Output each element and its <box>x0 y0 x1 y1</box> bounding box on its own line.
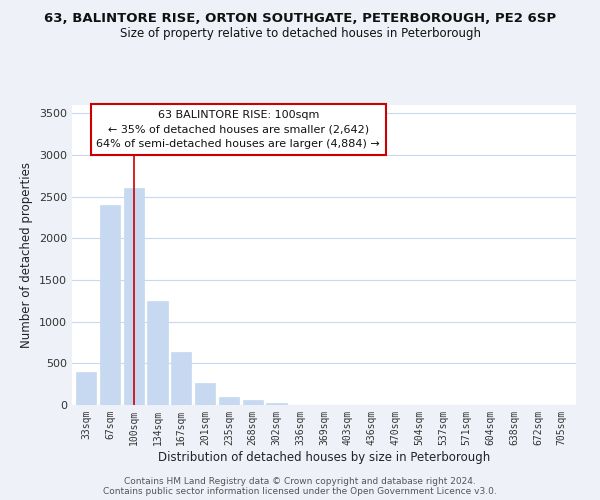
Y-axis label: Number of detached properties: Number of detached properties <box>20 162 34 348</box>
Bar <box>195 384 215 405</box>
X-axis label: Distribution of detached houses by size in Peterborough: Distribution of detached houses by size … <box>158 450 490 464</box>
Bar <box>266 402 287 405</box>
Text: 63, BALINTORE RISE, ORTON SOUTHGATE, PETERBOROUGH, PE2 6SP: 63, BALINTORE RISE, ORTON SOUTHGATE, PET… <box>44 12 556 26</box>
Bar <box>124 188 144 405</box>
Bar <box>76 372 97 405</box>
Bar <box>148 301 167 405</box>
Bar <box>219 396 239 405</box>
Bar <box>242 400 263 405</box>
Text: Contains HM Land Registry data © Crown copyright and database right 2024.: Contains HM Land Registry data © Crown c… <box>124 476 476 486</box>
Bar <box>100 205 120 405</box>
Bar <box>171 352 191 405</box>
Text: Size of property relative to detached houses in Peterborough: Size of property relative to detached ho… <box>119 28 481 40</box>
Text: 63 BALINTORE RISE: 100sqm
← 35% of detached houses are smaller (2,642)
64% of se: 63 BALINTORE RISE: 100sqm ← 35% of detac… <box>97 110 380 149</box>
Text: Contains public sector information licensed under the Open Government Licence v3: Contains public sector information licen… <box>103 486 497 496</box>
